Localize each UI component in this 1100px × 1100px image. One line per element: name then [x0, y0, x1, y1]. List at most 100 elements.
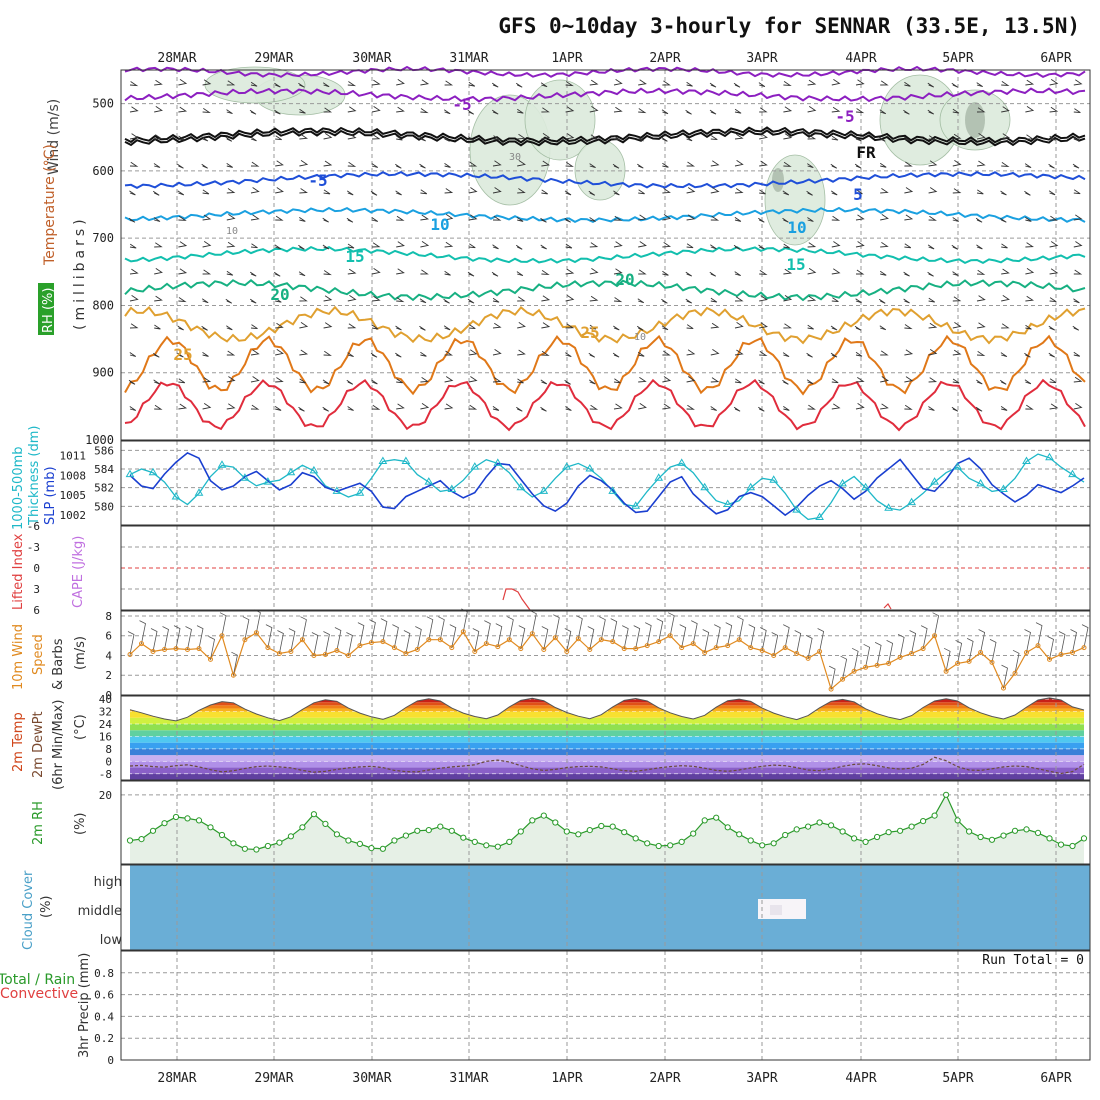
wind-barb [661, 136, 668, 142]
wind-barb [178, 106, 188, 113]
wind-barb [636, 325, 644, 331]
wind-barb [1049, 241, 1059, 248]
rh2m-point [805, 823, 812, 830]
wind10m-barb [587, 626, 595, 650]
wind-barb [855, 189, 863, 195]
wind-barb [178, 241, 188, 248]
wind-barb [275, 297, 282, 303]
wind-barb [928, 187, 938, 194]
wind10m-point [633, 646, 639, 652]
date-label-top: 31MAR [449, 51, 488, 66]
wind-barb [709, 271, 717, 277]
wind-barb [783, 268, 793, 275]
contour-label: 25 [173, 345, 192, 364]
wind-barb [662, 162, 669, 168]
wind-barb [249, 271, 257, 277]
wind10m-barb [1070, 629, 1077, 653]
wind-barb [903, 271, 910, 277]
chart-title: GFS 0~10day 3-hourly for SENNAR (33.5E, … [498, 14, 1080, 38]
contour-label: -5 [452, 95, 471, 114]
wind-barb [540, 82, 548, 88]
slp-tick: 1002 [60, 509, 87, 522]
wind-barb [444, 403, 454, 410]
wind-barb [1025, 217, 1032, 222]
wind10m-point [759, 648, 765, 653]
wind-barb [225, 298, 233, 304]
wind-barb [564, 190, 572, 196]
wind-barb [686, 243, 694, 249]
wind-barb [1001, 323, 1010, 329]
rh2m-point [713, 814, 720, 821]
wind10m-point [1047, 656, 1052, 662]
wind-barb [855, 403, 865, 410]
rh2m-point [632, 835, 639, 842]
wind10m-point [139, 641, 144, 647]
wind-barb [710, 135, 718, 141]
temperature-contour [124, 129, 1086, 147]
temperature-contour [124, 378, 1086, 432]
panel-frame [120, 525, 1091, 611]
thickness-line [129, 453, 1085, 521]
wind-barb [129, 190, 136, 196]
wind-barb [734, 322, 744, 329]
wind-barb [903, 136, 911, 142]
lifted-tick: -6 [27, 520, 40, 533]
wind10m-point [587, 647, 593, 652]
wind-barb [830, 352, 838, 358]
wind-barb [589, 404, 599, 410]
thickness-point [401, 456, 411, 464]
dewpt-axis-label: 2m DewPt [31, 711, 46, 778]
wind-barb [492, 135, 500, 141]
thickness-point [585, 464, 595, 472]
wind-barb [662, 80, 671, 86]
rh2m-axis-label: 2m RH [31, 801, 46, 845]
rh2m-point [172, 813, 180, 821]
wind-barb [879, 325, 887, 331]
wind-barb [298, 406, 305, 412]
wind-barb [1048, 325, 1056, 331]
rh2m-point [862, 838, 869, 846]
wind-barb [275, 135, 282, 141]
wind10m-point [483, 641, 489, 647]
wind-barb [273, 271, 281, 277]
thickness-point [332, 486, 342, 494]
wind10m-point [725, 643, 731, 649]
wind-barb [856, 269, 865, 275]
wind-barb [685, 136, 693, 142]
rh2m-point [1023, 826, 1030, 833]
wind-barb [1024, 190, 1031, 196]
wind10m-barb [415, 626, 422, 650]
wind-barb [927, 271, 934, 277]
wind-barb [685, 271, 693, 277]
wind-barb [1073, 79, 1083, 86]
wind10m-barb [714, 624, 721, 648]
wind-barb [178, 403, 188, 410]
cloud-level-label: high [94, 875, 122, 890]
wind-barb [807, 106, 817, 113]
rh-axis-label: RH (%) [41, 288, 56, 333]
rh2m-point [253, 846, 260, 853]
wind10m-barb [702, 629, 710, 653]
wind-barb [129, 133, 139, 140]
rh2m-point [540, 812, 547, 819]
thickness-point [309, 465, 319, 474]
wind10m-barb [599, 616, 606, 640]
wind-barb [541, 160, 551, 167]
wind-barb [928, 135, 936, 141]
wind-barb [758, 82, 766, 88]
lifted-tick: 3 [33, 583, 40, 596]
wind-barb [129, 295, 139, 302]
wind-barb [758, 217, 765, 223]
thickness-point [1022, 456, 1031, 464]
wind-barb [371, 268, 381, 275]
rh2m-point [782, 831, 789, 839]
rh2m-point [1080, 835, 1088, 842]
thickness-point [263, 477, 273, 485]
thickness-point [930, 477, 939, 485]
wind-barb [879, 109, 887, 115]
thickness-point [861, 482, 870, 491]
wind-barb [1049, 215, 1058, 221]
wind10m-point [909, 651, 915, 656]
wind-barb [710, 215, 720, 221]
wind10m-point [288, 649, 294, 654]
